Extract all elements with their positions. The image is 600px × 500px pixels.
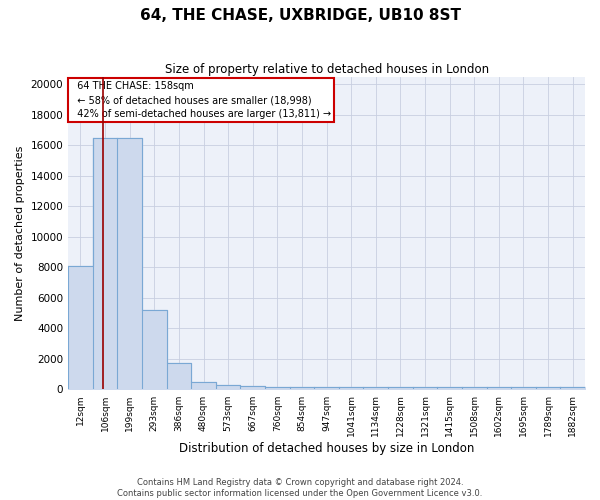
Title: Size of property relative to detached houses in London: Size of property relative to detached ho… (164, 62, 488, 76)
X-axis label: Distribution of detached houses by size in London: Distribution of detached houses by size … (179, 442, 474, 455)
Text: Contains HM Land Registry data © Crown copyright and database right 2024.
Contai: Contains HM Land Registry data © Crown c… (118, 478, 482, 498)
Text: 64, THE CHASE, UXBRIDGE, UB10 8ST: 64, THE CHASE, UXBRIDGE, UB10 8ST (139, 8, 461, 22)
Y-axis label: Number of detached properties: Number of detached properties (15, 146, 25, 321)
Text: 64 THE CHASE: 158sqm
  ← 58% of detached houses are smaller (18,998)
  42% of se: 64 THE CHASE: 158sqm ← 58% of detached h… (71, 82, 331, 120)
